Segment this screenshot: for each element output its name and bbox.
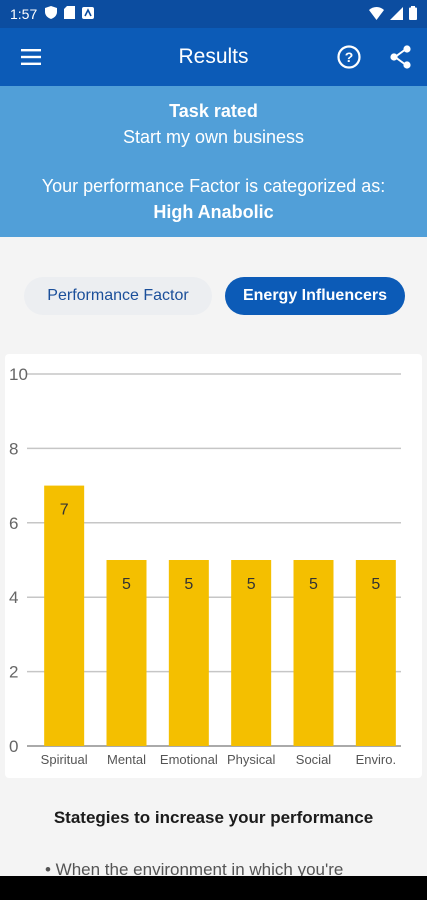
bar [106,560,147,746]
wifi-icon [369,6,384,23]
data-label: 5 [371,576,380,593]
bar [293,560,334,746]
y-tick-label: 6 [9,514,18,533]
data-label: 5 [122,576,131,593]
share-icon[interactable] [389,44,413,70]
result-banner: Task rated Start my own business Your pe… [0,86,427,237]
app-bar: Results ? [0,28,427,86]
x-tick-label: Physical [227,752,276,767]
y-tick-label: 10 [9,365,28,384]
category-prefix: Your performance Factor is categorized a… [41,176,386,196]
bar [168,560,209,746]
category-value: High Anabolic [153,202,274,222]
status-bar: 1:57 [0,0,427,28]
data-label: 7 [60,502,69,519]
x-tick-label: Enviro. [356,752,396,767]
bar [355,560,396,746]
y-tick-label: 8 [9,439,18,458]
data-label: 5 [309,576,318,593]
chart-card: 0 2 4 6 8 10 7 Spiritual 5 Mental 5 Emotional 5 Physi… [5,354,422,778]
task-label: Task rated [169,101,258,121]
battery-icon [409,6,417,23]
bar [44,485,85,746]
y-tick-label: 4 [9,588,18,607]
menu-icon[interactable] [19,46,43,68]
tab-energy-influencers[interactable]: Energy Influencers [225,277,405,315]
x-tick-label: Mental [107,752,146,767]
x-tick-label: Social [296,752,332,767]
sd-card-icon [64,6,76,22]
bar [231,560,272,746]
y-tick-label: 2 [9,663,18,682]
data-label: 5 [247,576,256,593]
x-tick-label: Emotional [160,752,218,767]
svg-text:?: ? [345,49,354,65]
y-tick-label: 0 [9,737,18,756]
shield-icon [45,6,58,22]
status-time: 1:57 [10,6,38,22]
page-title: Results [178,45,249,68]
help-icon[interactable]: ? [336,44,362,70]
strategies-title: Stategies to increase your performance [53,808,374,827]
app-notification-icon [82,6,95,22]
strategy-item: • When the environment in which you're [45,860,344,879]
tab-performance-factor[interactable]: Performance Factor [24,277,212,315]
data-label: 5 [184,576,193,593]
task-name: Start my own business [122,127,305,147]
system-nav-bar [0,876,427,900]
signal-icon [390,6,403,23]
x-tick-label: Spiritual [41,752,88,767]
bar-chart: 0 2 4 6 8 10 7 Spiritual 5 Mental 5 Emotional 5 Physi… [9,365,401,767]
